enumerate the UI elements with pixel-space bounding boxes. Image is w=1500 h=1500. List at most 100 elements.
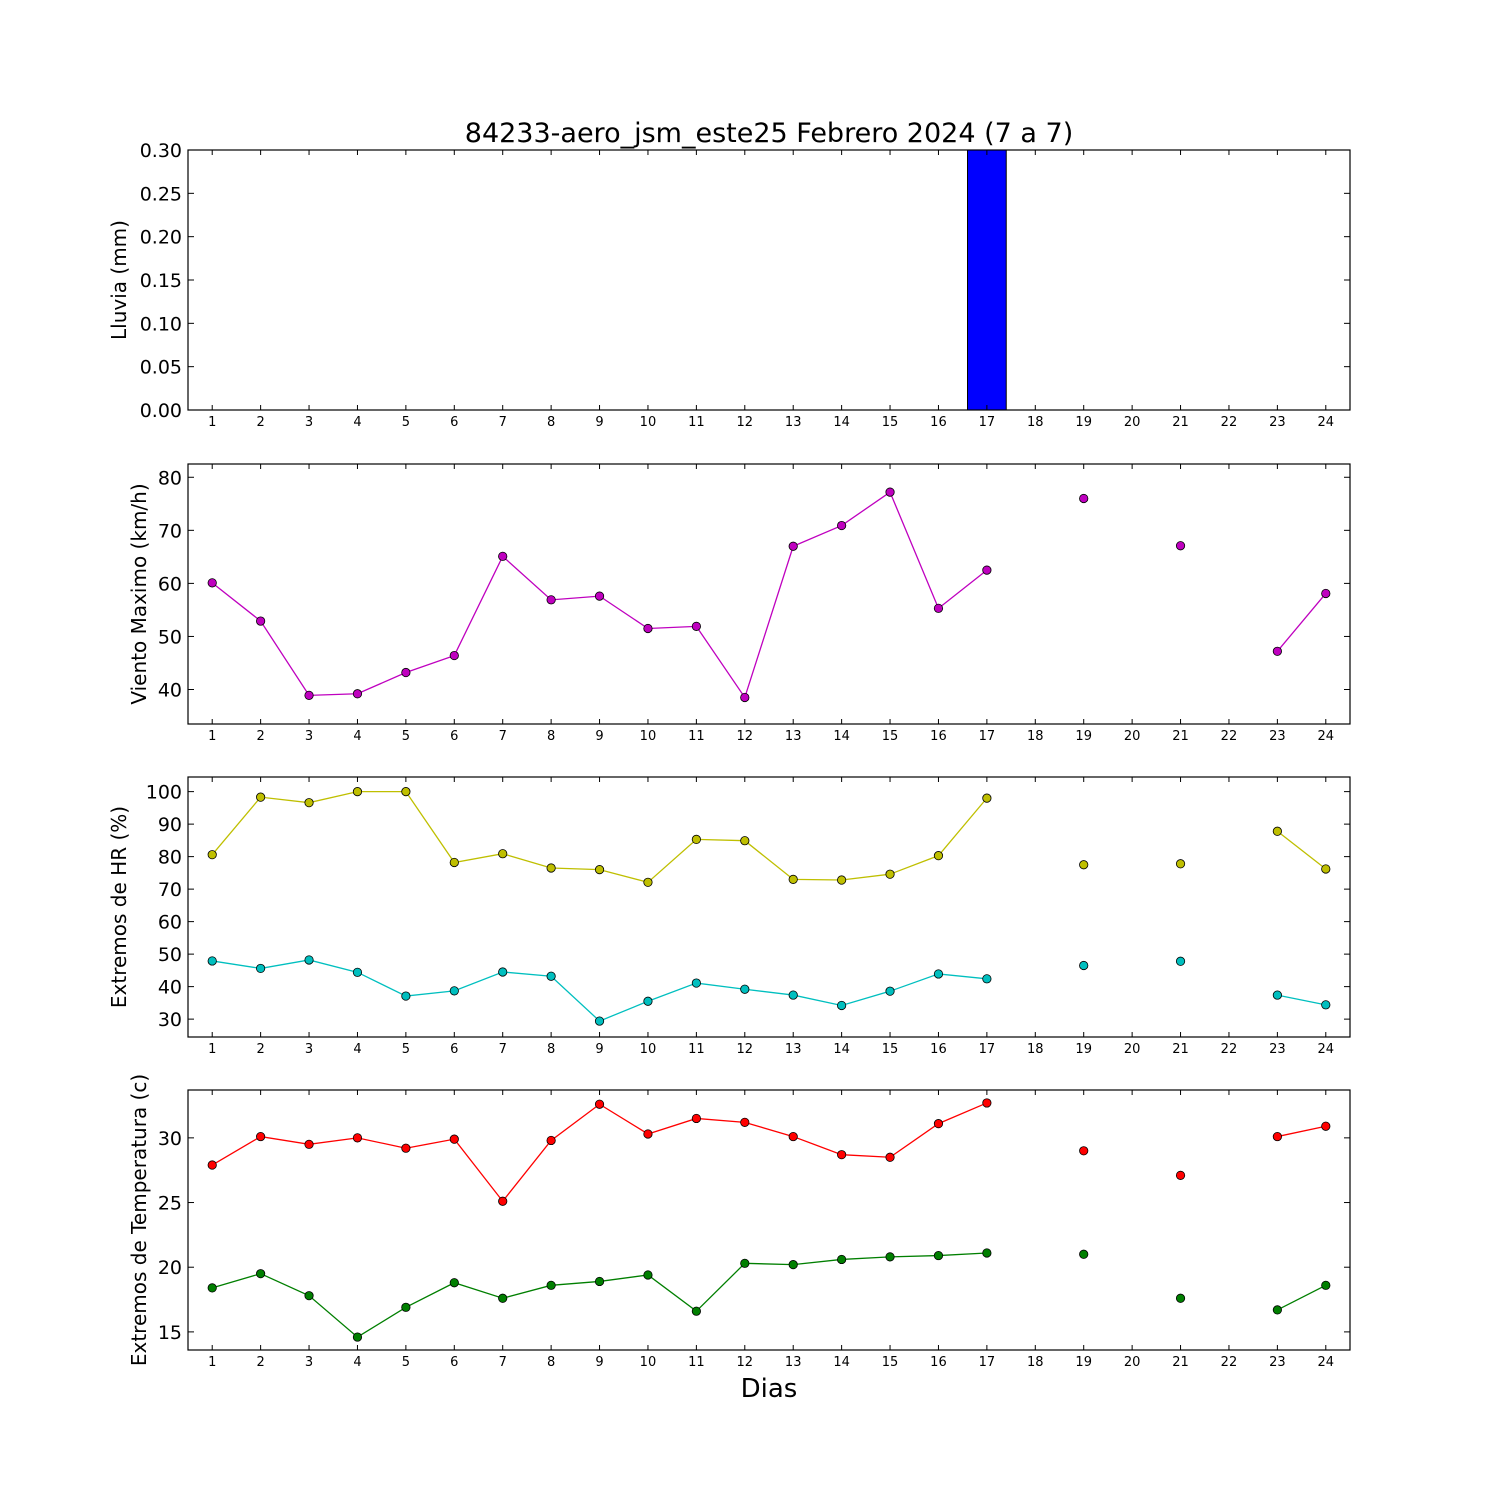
x-tick-label: 3 [305, 415, 313, 430]
data-point-day-15 [885, 1152, 895, 1162]
data-point-day-6 [449, 986, 459, 996]
x-tick-label: 21 [1172, 729, 1189, 744]
data-point-day-5 [401, 1143, 411, 1153]
x-tick-label: 23 [1269, 1042, 1286, 1057]
data-point-day-5 [401, 1302, 411, 1312]
x-tick-label: 18 [1027, 729, 1044, 744]
series-line [1276, 830, 1327, 870]
data-point-day-23 [1272, 826, 1282, 836]
x-tick-label: 19 [1075, 1042, 1092, 1057]
data-point-day-24 [1321, 588, 1331, 599]
x-tick-label: 2 [256, 729, 264, 744]
data-point-day-9 [594, 591, 605, 601]
x-tick-label: 14 [833, 729, 850, 744]
data-point-day-19 [1079, 493, 1089, 504]
x-tick-label: 9 [595, 1042, 603, 1057]
data-point-day-7 [498, 967, 508, 977]
data-point-day-12 [740, 836, 750, 846]
y-tick-label: 0.20 [140, 227, 182, 249]
x-tick-label: 10 [640, 1355, 657, 1370]
x-tick-label: 20 [1124, 415, 1141, 430]
data-point-day-17 [982, 793, 992, 803]
y-tick-label: 0.10 [140, 313, 182, 335]
y-tick-label: 0.00 [140, 400, 182, 422]
data-point-day-10 [643, 996, 653, 1006]
data-point-day-13 [788, 874, 798, 884]
x-axis-label: Dias [741, 1374, 798, 1404]
x-tick-label: 1 [208, 1042, 216, 1057]
x-tick-label: 24 [1318, 1355, 1335, 1370]
x-tick-label: 24 [1318, 415, 1335, 430]
x-tick-label: 20 [1124, 1042, 1141, 1057]
x-tick-label: 3 [305, 1042, 313, 1057]
series-hr-1 [207, 787, 1331, 887]
y-tick-label: 80 [158, 467, 182, 489]
x-tick-label: 8 [547, 415, 555, 430]
data-point-day-13 [788, 541, 798, 551]
x-tick-label: 10 [640, 729, 657, 744]
x-tick-label: 17 [979, 729, 996, 744]
y-tick-label: 30 [158, 1009, 182, 1031]
x-tick-label: 23 [1269, 729, 1286, 744]
y-tick-label: 0.15 [140, 270, 182, 292]
x-tick-label: 11 [688, 1355, 705, 1370]
series-hr-2 [207, 955, 1331, 1026]
x-tick-label: 5 [402, 415, 410, 430]
data-point-day-8 [546, 863, 556, 873]
panel-temperatura: 1 2 3 4 5 6 7 8 9 10 11 12 13 14 15 16 17 18 19 20 21 22 23 241… [127, 1074, 1351, 1370]
data-point-day-4 [352, 1133, 363, 1143]
x-tick-label: 21 [1172, 415, 1189, 430]
data-point-day-21 [1175, 1293, 1186, 1303]
data-point-day-3 [304, 1291, 314, 1301]
x-tick-label: 14 [833, 1355, 850, 1370]
data-point-day-3 [304, 798, 314, 808]
x-tick-label: 7 [499, 729, 507, 744]
data-point-day-5 [401, 787, 411, 797]
series-temperatura-1 [207, 1098, 1331, 1206]
x-tick-label: 16 [930, 1355, 947, 1370]
data-point-day-16 [933, 1119, 944, 1129]
x-tick-label: 18 [1027, 1042, 1044, 1057]
x-tick-label: 13 [785, 415, 802, 430]
y-tick-label: 100 [146, 782, 182, 804]
data-point-day-15 [885, 986, 895, 996]
axes-frame-viento [187, 463, 1351, 725]
data-point-day-8 [546, 971, 556, 981]
panel-hr: 1 2 3 4 5 6 7 8 9 10 11 12 13 14 15 16 17 18 19 20 21 22 23 243… [107, 776, 1351, 1057]
data-point-day-17 [982, 565, 992, 575]
x-tick-label: 1 [208, 729, 216, 744]
data-point-day-14 [837, 520, 847, 531]
data-point-day-19 [1079, 960, 1089, 971]
data-point-day-15 [885, 869, 895, 879]
x-tick-label: 12 [737, 1355, 754, 1370]
y-axis-label-hr: Extremos de HR (%) [107, 806, 131, 1008]
x-tick-label: 17 [979, 1355, 996, 1370]
data-point-day-7 [498, 1293, 508, 1303]
x-tick-label: 2 [256, 1042, 264, 1057]
x-tick-label: 4 [353, 1355, 361, 1370]
x-tick-label: 9 [595, 415, 603, 430]
data-point-day-14 [837, 1000, 847, 1011]
panel-lluvia: 1 2 3 4 5 6 7 8 9 10 11 12 13 14 15 16 17 18 19 20 21 22 23 240… [107, 140, 1351, 430]
x-tick-label: 23 [1269, 415, 1286, 430]
bar-day-17 [967, 149, 1007, 411]
x-tick-label: 12 [737, 729, 754, 744]
y-tick-label: 90 [158, 814, 182, 836]
data-point-day-10 [643, 1129, 653, 1139]
data-point-day-7 [498, 1196, 508, 1206]
x-tick-label: 6 [450, 1355, 458, 1370]
series-line [1277, 994, 1326, 1006]
x-tick-label: 16 [930, 729, 947, 744]
data-point-day-11 [691, 621, 701, 631]
data-point-day-23 [1272, 1131, 1282, 1142]
y-tick-label: 70 [158, 879, 182, 901]
x-tick-label: 4 [353, 1042, 361, 1057]
x-tick-label: 11 [688, 415, 705, 430]
data-point-day-12 [740, 984, 750, 994]
panel-viento: 1 2 3 4 5 6 7 8 9 10 11 12 13 14 15 16 17 18 19 20 21 22 23 244… [127, 463, 1351, 744]
data-point-day-3 [304, 690, 314, 700]
y-tick-label: 0.30 [140, 140, 182, 162]
data-point-day-2 [256, 616, 266, 626]
x-tick-label: 23 [1269, 1355, 1286, 1370]
data-point-day-10 [643, 623, 653, 634]
